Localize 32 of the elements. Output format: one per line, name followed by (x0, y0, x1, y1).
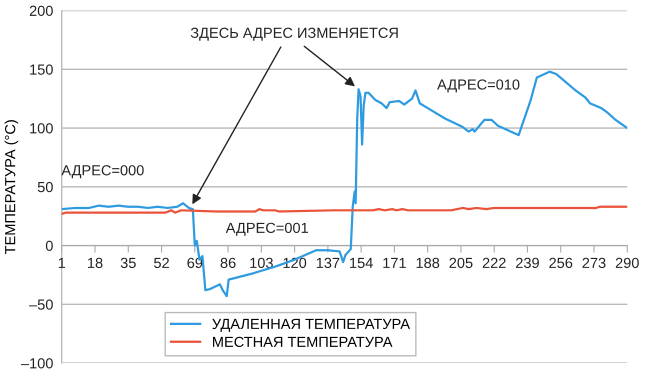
y-tick-label: 0 (46, 240, 53, 251)
x-tick-label: 103 (250, 258, 273, 268)
x-tick-label: 205 (449, 258, 472, 268)
line-series (62, 206, 628, 215)
legend-label: МЕСТНАЯ ТЕМПЕРАТУРА (213, 336, 392, 348)
y-tick-label: 200 (30, 6, 53, 16)
x-tick-label: 52 (154, 258, 169, 268)
y-axis-title: ТЕМПЕРАТУРА (°C) (4, 120, 18, 254)
annotation: АДРЕС=001 (226, 222, 308, 236)
x-tick-label: 188 (416, 258, 440, 268)
x-tick-label: 86 (220, 258, 236, 268)
x-tick-label: 18 (88, 258, 102, 268)
x-tick-label: 239 (516, 258, 539, 268)
x-tick-label: 273 (582, 258, 606, 268)
annotation: АДРЕС=010 (437, 79, 520, 92)
x-tick-label: 222 (482, 258, 506, 268)
y-tick-label: –50 (29, 299, 53, 310)
y-tick-label: 50 (38, 182, 53, 192)
annotation: АДРЕС=000 (61, 165, 144, 178)
x-tick-label: 256 (549, 258, 572, 268)
x-tick-label: 1 (58, 258, 66, 268)
annotation: ЗДЕСЬ АДРЕС ИЗМЕНЯЕТСЯ (190, 28, 398, 41)
x-tick-label: 171 (383, 258, 406, 268)
x-tick-label: 290 (616, 258, 639, 268)
y-tick-label: 100 (30, 123, 53, 134)
x-tick-label: 69 (187, 258, 202, 268)
x-tick-label: 137 (316, 258, 340, 268)
x-tick-label: 154 (350, 258, 373, 268)
x-tick-label: 35 (120, 258, 136, 268)
legend-label: УДАЛЕННАЯ ТЕМПЕРАТУРА (212, 318, 410, 332)
y-tick-label: –100 (20, 358, 53, 368)
y-tick-label: 150 (30, 64, 53, 75)
